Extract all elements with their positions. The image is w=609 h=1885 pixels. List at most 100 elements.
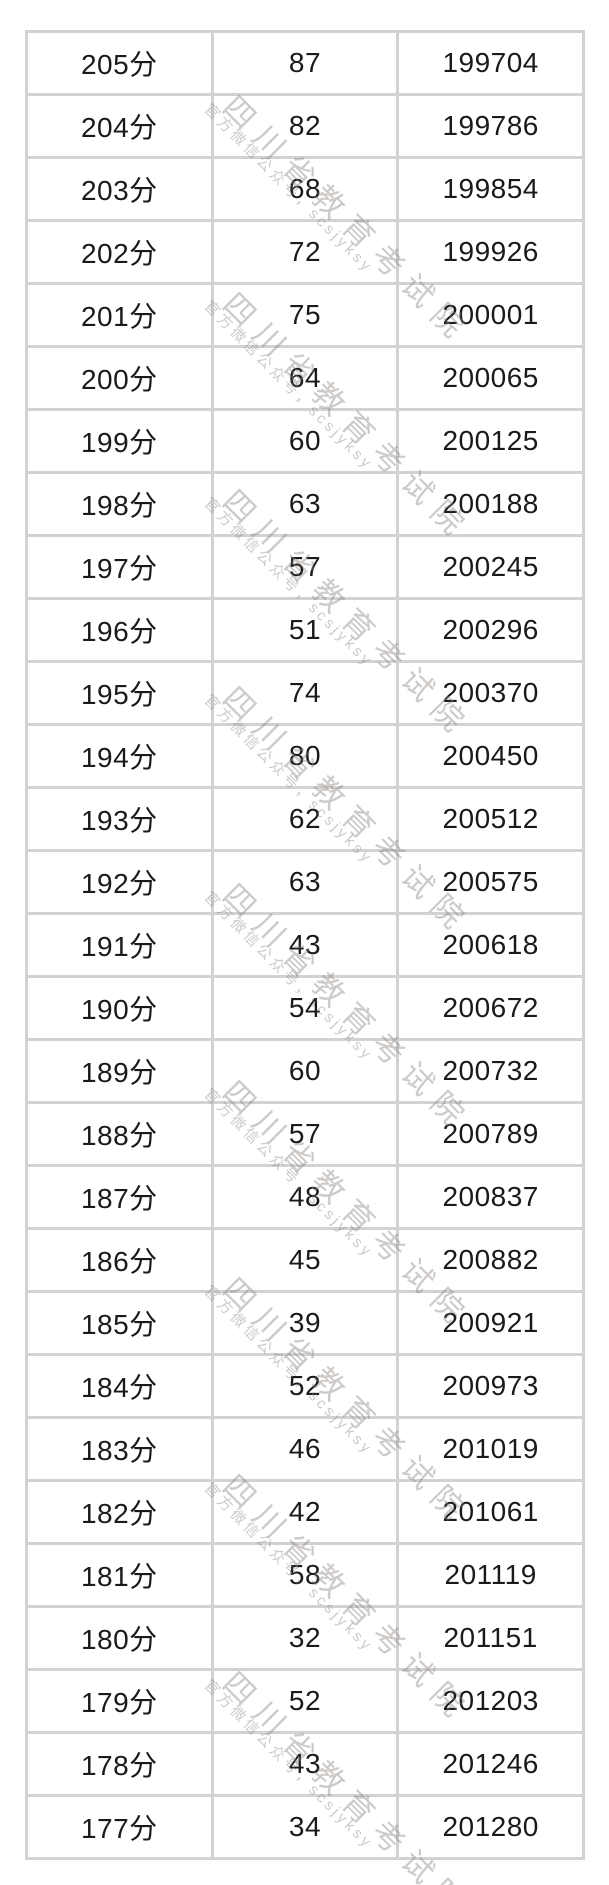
count-cell: 60 <box>210 1038 400 1104</box>
cumulative-cell: 200065 <box>396 345 585 411</box>
score-cell: 194分 <box>25 723 214 789</box>
cumulative-cell: 200125 <box>396 408 585 474</box>
score-cell: 190分 <box>25 975 214 1041</box>
cumulative-cell: 200450 <box>396 723 585 789</box>
count-cell: 58 <box>210 1542 400 1608</box>
cumulative-cell: 200245 <box>396 534 585 600</box>
table-row: 203分 68 199854 <box>25 156 585 222</box>
count-cell: 80 <box>210 723 400 789</box>
cumulative-cell: 200789 <box>396 1101 585 1167</box>
cumulative-cell: 200575 <box>396 849 585 915</box>
count-cell: 45 <box>210 1227 400 1293</box>
table-row: 186分 45 200882 <box>25 1227 585 1293</box>
score-cell: 178分 <box>25 1731 214 1797</box>
score-cell: 196分 <box>25 597 214 663</box>
table-row: 204分 82 199786 <box>25 93 585 159</box>
cumulative-cell: 200837 <box>396 1164 585 1230</box>
table-row: 187分 48 200837 <box>25 1164 585 1230</box>
count-cell: 63 <box>210 471 400 537</box>
score-cell: 193分 <box>25 786 214 852</box>
cumulative-cell: 200296 <box>396 597 585 663</box>
score-cell: 198分 <box>25 471 214 537</box>
count-cell: 46 <box>210 1416 400 1482</box>
cumulative-cell: 200370 <box>396 660 585 726</box>
table-row: 202分 72 199926 <box>25 219 585 285</box>
count-cell: 54 <box>210 975 400 1041</box>
count-cell: 87 <box>210 30 400 96</box>
count-cell: 48 <box>210 1164 400 1230</box>
score-cell: 181分 <box>25 1542 214 1608</box>
count-cell: 57 <box>210 534 400 600</box>
table-row: 185分 39 200921 <box>25 1290 585 1356</box>
score-cell: 195分 <box>25 660 214 726</box>
count-cell: 63 <box>210 849 400 915</box>
score-cell: 187分 <box>25 1164 214 1230</box>
table-row: 193分 62 200512 <box>25 786 585 852</box>
score-cell: 180分 <box>25 1605 214 1671</box>
cumulative-cell: 199854 <box>396 156 585 222</box>
table-row: 178分 43 201246 <box>25 1731 585 1797</box>
cumulative-cell: 199786 <box>396 93 585 159</box>
table-row: 190分 54 200672 <box>25 975 585 1041</box>
score-cell: 189分 <box>25 1038 214 1104</box>
table-row: 182分 42 201061 <box>25 1479 585 1545</box>
table-row: 205分 87 199704 <box>25 30 585 96</box>
count-cell: 32 <box>210 1605 400 1671</box>
count-cell: 52 <box>210 1668 400 1734</box>
count-cell: 68 <box>210 156 400 222</box>
count-cell: 51 <box>210 597 400 663</box>
table-row: 198分 63 200188 <box>25 471 585 537</box>
table-row: 192分 63 200575 <box>25 849 585 915</box>
table-row: 200分 64 200065 <box>25 345 585 411</box>
score-distribution-table: 205分 87 199704 204分 82 199786 203分 68 199854 202分… <box>25 30 585 1860</box>
table-row: 195分 74 200370 <box>25 660 585 726</box>
score-cell: 192分 <box>25 849 214 915</box>
table-row: 197分 57 200245 <box>25 534 585 600</box>
table-row: 179分 52 201203 <box>25 1668 585 1734</box>
count-cell: 57 <box>210 1101 400 1167</box>
score-cell: 179分 <box>25 1668 214 1734</box>
cumulative-cell: 199926 <box>396 219 585 285</box>
score-cell: 182分 <box>25 1479 214 1545</box>
score-cell: 202分 <box>25 219 214 285</box>
cumulative-cell: 201203 <box>396 1668 585 1734</box>
score-cell: 183分 <box>25 1416 214 1482</box>
count-cell: 62 <box>210 786 400 852</box>
score-cell: 177分 <box>25 1794 214 1860</box>
score-cell: 203分 <box>25 156 214 222</box>
cumulative-cell: 200618 <box>396 912 585 978</box>
table-row: 196分 51 200296 <box>25 597 585 663</box>
score-cell: 186分 <box>25 1227 214 1293</box>
table-row: 177分 34 201280 <box>25 1794 585 1860</box>
table-row: 199分 60 200125 <box>25 408 585 474</box>
cumulative-cell: 201151 <box>396 1605 585 1671</box>
count-cell: 75 <box>210 282 400 348</box>
table-row: 183分 46 201019 <box>25 1416 585 1482</box>
cumulative-cell: 200921 <box>396 1290 585 1356</box>
cumulative-cell: 201019 <box>396 1416 585 1482</box>
count-cell: 34 <box>210 1794 400 1860</box>
table-row: 184分 52 200973 <box>25 1353 585 1419</box>
cumulative-cell: 200732 <box>396 1038 585 1104</box>
count-cell: 52 <box>210 1353 400 1419</box>
count-cell: 82 <box>210 93 400 159</box>
cumulative-cell: 199704 <box>396 30 585 96</box>
count-cell: 43 <box>210 912 400 978</box>
cumulative-cell: 201246 <box>396 1731 585 1797</box>
score-cell: 205分 <box>25 30 214 96</box>
count-cell: 60 <box>210 408 400 474</box>
count-cell: 42 <box>210 1479 400 1545</box>
table-row: 181分 58 201119 <box>25 1542 585 1608</box>
cumulative-cell: 200188 <box>396 471 585 537</box>
cumulative-cell: 201119 <box>396 1542 585 1608</box>
cumulative-cell: 201280 <box>396 1794 585 1860</box>
score-cell: 184分 <box>25 1353 214 1419</box>
score-cell: 188分 <box>25 1101 214 1167</box>
score-cell: 201分 <box>25 282 214 348</box>
count-cell: 74 <box>210 660 400 726</box>
table-row: 194分 80 200450 <box>25 723 585 789</box>
table-row: 180分 32 201151 <box>25 1605 585 1671</box>
count-cell: 39 <box>210 1290 400 1356</box>
cumulative-cell: 200882 <box>396 1227 585 1293</box>
